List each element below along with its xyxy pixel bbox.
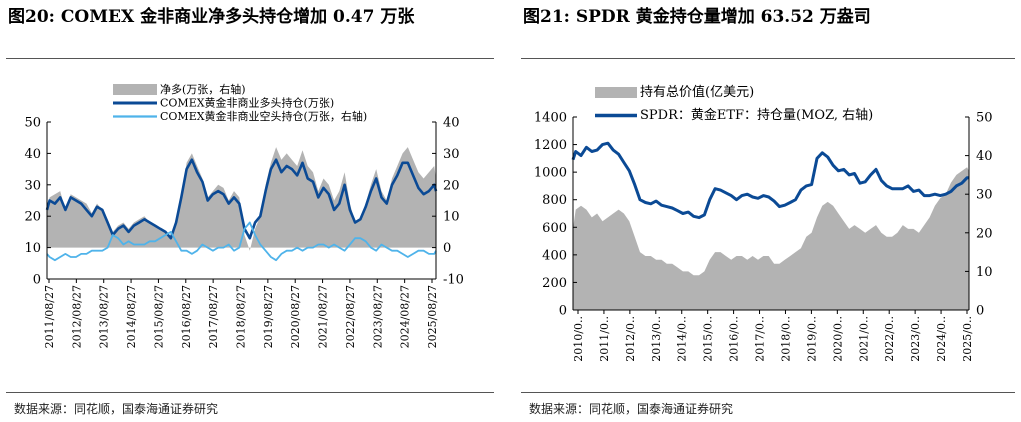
x-tick-label: 2010/0.. <box>572 316 585 362</box>
x-tick-label: 2021/08/27 <box>317 285 330 348</box>
y-tick-label-right: 30 <box>976 188 993 203</box>
y-tick-label-right: 20 <box>443 178 460 193</box>
legend-label-1: COMEX黄金非商业多头持仓(万张) <box>160 96 334 110</box>
series-line-2 <box>46 221 437 262</box>
y-tick-label-right: 10 <box>976 265 993 280</box>
chart-title: 图20: COMEX 金非商业净多头持仓增加 0.47 万张 <box>8 7 415 27</box>
x-tick-label: 2011/08/27 <box>43 285 56 348</box>
y-tick-label-left: 200 <box>542 276 567 291</box>
source-rule <box>6 392 494 393</box>
x-tick-label: 2021/0.. <box>857 316 870 362</box>
x-tick-label: 2019/08/27 <box>262 285 275 348</box>
y-tick-label-left: 800 <box>542 193 567 208</box>
x-tick-label: 2011/0.. <box>598 316 611 362</box>
x-tick-label: 2025/08/27 <box>426 285 439 348</box>
series-line-1 <box>45 158 438 240</box>
legend-label-2: COMEX黄金非商业空头持仓(万张，右轴) <box>160 109 367 123</box>
source-note: 数据来源：同花顺，国泰海通证券研究 <box>14 402 219 416</box>
title-rule <box>6 58 494 59</box>
x-tick-label: 2012/0.. <box>624 316 637 362</box>
x-tick-label: 2016/0.. <box>728 316 741 362</box>
chart-panel-spdr: 图21: SPDR 黄金持仓量增加 63.52 万盎司 0 200 400 600 80… <box>515 0 1021 422</box>
y-tick-label-left: 10 <box>24 241 41 256</box>
x-tick-label: 2017/0.. <box>754 316 767 362</box>
y-tick-label-right: -10 <box>443 273 464 288</box>
y-tick-label-left: 1400 <box>534 111 567 126</box>
x-tick-label: 2015/08/27 <box>152 285 165 348</box>
y-tick-label-right: 10 <box>443 210 460 225</box>
y-tick-label-left: 600 <box>542 221 567 236</box>
x-tick-label: 2014/0.. <box>676 316 689 362</box>
x-tick-label: 2012/08/27 <box>70 285 83 348</box>
y-tick-label-right: 0 <box>976 304 984 319</box>
x-tick-label: 2023/08/27 <box>371 285 384 348</box>
x-tick-label: 2015/0.. <box>702 316 715 362</box>
y-tick-label-left: 30 <box>24 178 41 193</box>
y-tick-label-right: 40 <box>976 149 993 164</box>
y-tick-label-left: 50 <box>24 116 41 131</box>
y-tick-label-left: 1000 <box>534 166 567 181</box>
source-rule <box>521 392 1015 393</box>
legend-swatch-0 <box>595 87 637 98</box>
title-rule <box>521 58 1015 59</box>
y-tick-label-left: 40 <box>24 147 41 162</box>
legend-label-1: SPDR：黄金ETF：持仓量(MOZ, 右轴) <box>640 107 873 123</box>
x-tick-label: 2014/08/27 <box>125 285 138 348</box>
y-tick-label-left: 0 <box>33 273 41 288</box>
x-tick-label: 2020/08/27 <box>289 285 302 348</box>
y-tick-label-left: 0 <box>559 304 567 319</box>
y-tick-label-right: 20 <box>976 226 993 241</box>
chart-title: 图21: SPDR 黄金持仓量增加 63.52 万盎司 <box>523 7 871 27</box>
spdr-chart-svg: 0 200 400 600 800 1000 1200 1400 0 10 20 30 40 50 2010… <box>534 84 993 362</box>
x-tick-label: 2020/0.. <box>831 316 844 362</box>
x-tick-label: 2023/0.. <box>909 316 922 362</box>
x-tick-label: 2018/0.. <box>779 316 792 362</box>
y-tick-label-right: 50 <box>976 111 993 126</box>
comex-chart-svg: 0 10 20 30 40 50 -10 0 10 20 30 40 2011/08/27 2012/08… <box>24 82 464 348</box>
x-tick-label: 2025/0.. <box>961 316 974 362</box>
x-tick-label: 2013/08/27 <box>98 285 111 348</box>
legend-label-0: 持有总价值(亿美元) <box>640 84 754 100</box>
y-tick-label-left: 1200 <box>534 138 567 153</box>
y-tick-label-right: 30 <box>443 147 460 162</box>
x-tick-label: 2024/0.. <box>935 316 948 362</box>
x-tick-label: 2022/08/27 <box>344 285 357 348</box>
series-line-1 <box>571 141 969 220</box>
y-tick-label-left: 400 <box>542 248 567 263</box>
y-tick-label-right: 40 <box>443 116 460 131</box>
legend-label-0: 净多(万张，右轴) <box>160 82 246 96</box>
legend-swatch-0 <box>113 84 157 95</box>
chart-panel-comex: 图20: COMEX 金非商业净多头持仓增加 0.47 万张 0 10 20 30 40… <box>0 0 500 422</box>
x-tick-label: 2022/0.. <box>883 316 896 362</box>
series-area-0 <box>573 167 969 310</box>
x-tick-label: 2016/08/27 <box>180 285 193 348</box>
series-area-0 <box>47 147 436 251</box>
y-tick-label-left: 20 <box>24 210 41 225</box>
x-tick-label: 2013/0.. <box>650 316 663 362</box>
x-tick-label: 2019/0.. <box>805 316 818 362</box>
x-tick-label: 2024/08/27 <box>399 285 412 348</box>
source-note: 数据来源：同花顺，国泰海通证券研究 <box>529 402 734 416</box>
x-tick-label: 2017/08/27 <box>207 285 220 348</box>
x-tick-label: 2018/08/27 <box>235 285 248 348</box>
y-tick-label-right: 0 <box>443 241 451 256</box>
